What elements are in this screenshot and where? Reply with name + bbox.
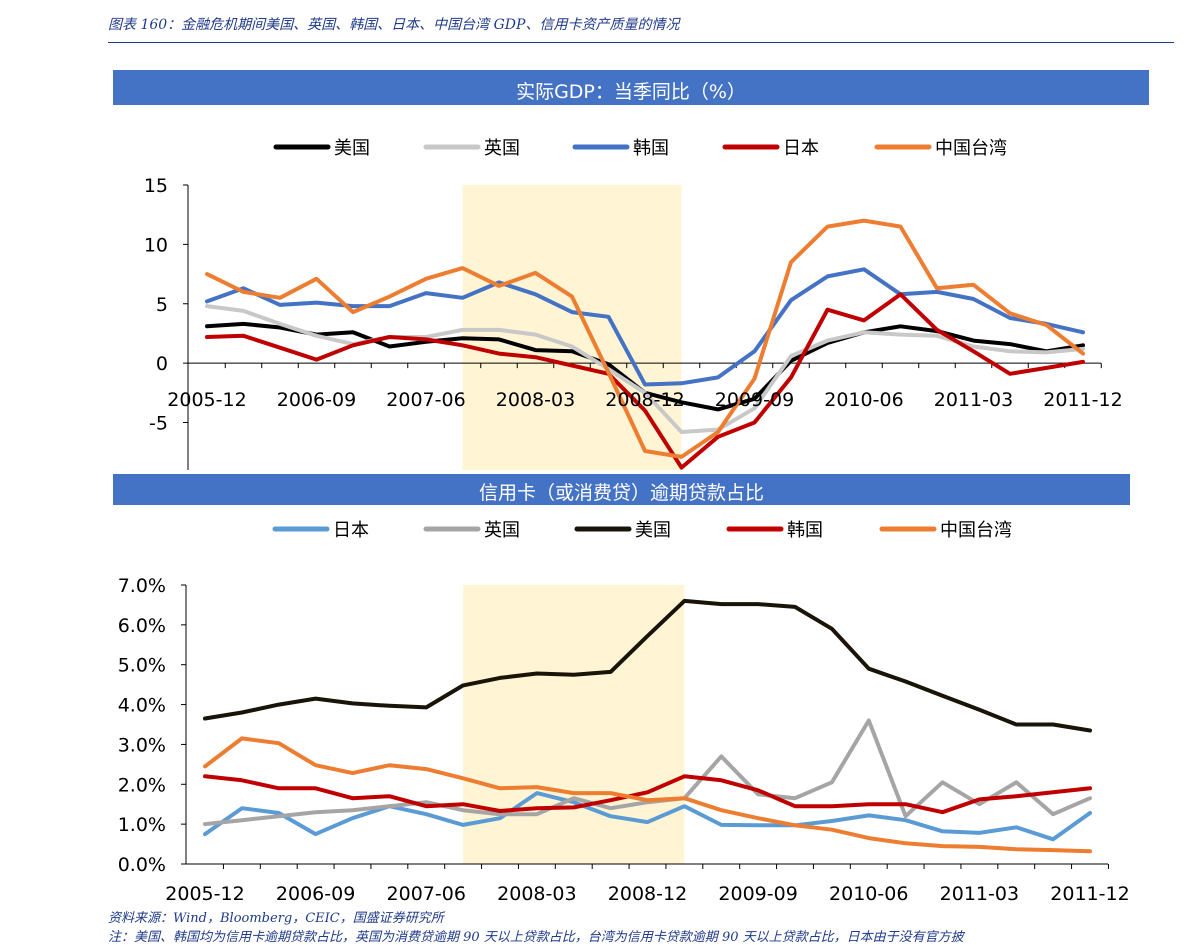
legend-label: 英国 <box>484 520 520 541</box>
footnote: 注：美国、韩国均为信用卡逾期贷款占比，英国为消费贷逾期 90 天以上贷款占比，台… <box>108 930 964 945</box>
x-tick-label: 2005-12 <box>167 389 246 411</box>
crisis-shaded-band <box>462 185 682 470</box>
series-line-0 <box>203 791 1092 842</box>
chart1-title-banner: 实际GDP：当季同比（%） <box>113 70 1149 105</box>
y-tick-label: 7.0% <box>118 575 166 597</box>
y-tick-label: -5 <box>149 413 168 435</box>
chart2-title-banner: 信用卡（或消费贷）逾期贷款占比 <box>113 474 1130 505</box>
legend-label: 韩国 <box>633 138 669 159</box>
x-tick-label: 2008-03 <box>496 389 575 411</box>
y-tick-label: 10 <box>144 234 168 256</box>
legend-label: 英国 <box>484 138 520 159</box>
x-tick-label: 2006-09 <box>277 389 356 411</box>
x-tick-label: 2011-12 <box>1050 883 1129 905</box>
y-tick-label: 5 <box>156 294 168 316</box>
title-rule <box>108 42 1174 43</box>
y-tick-label: 1.0% <box>118 814 166 836</box>
x-tick-label: 2005-12 <box>165 883 244 905</box>
series-line-4 <box>203 736 1092 854</box>
y-tick-label: 4.0% <box>118 695 166 717</box>
x-tick-label: 2006-09 <box>276 883 355 905</box>
legend-label: 日本 <box>333 520 369 541</box>
x-tick-label: 2009-09 <box>718 883 797 905</box>
legend-label: 中国台湾 <box>935 138 1007 159</box>
figure-title: 图表 160：金融危机期间美国、英国、韩国、日本、中国台湾 GDP、信用卡资产质… <box>108 17 680 33</box>
y-tick-label: 0 <box>156 353 168 375</box>
x-tick-label: 2008-12 <box>605 389 684 411</box>
x-tick-label: 2009-09 <box>715 389 794 411</box>
y-tick-label: 2.0% <box>118 774 166 796</box>
x-tick-label: 2008-03 <box>497 883 576 905</box>
x-tick-label: 2008-12 <box>608 883 687 905</box>
legend-label: 美国 <box>334 138 370 159</box>
y-tick-label: 6.0% <box>118 615 166 637</box>
x-tick-label: 2011-03 <box>940 883 1019 905</box>
source-note: 资料来源：Wind，Bloomberg，CEIC，国盛证券研究所 <box>108 911 444 926</box>
legend-label: 中国台湾 <box>940 520 1012 541</box>
legend-label: 日本 <box>783 138 819 159</box>
x-tick-label: 2007-06 <box>387 883 466 905</box>
series-line-3 <box>205 292 1085 470</box>
y-tick-label: 15 <box>144 175 168 197</box>
x-tick-label: 2011-03 <box>934 389 1013 411</box>
y-tick-label: 3.0% <box>118 734 166 756</box>
series-line-4 <box>205 218 1085 459</box>
legend-label: 韩国 <box>787 520 823 541</box>
series-line-3 <box>203 774 1092 815</box>
x-tick-label: 2007-06 <box>386 389 465 411</box>
delinquency-chart: 7.0% 6.0% 5.0% 4.0% 3.0% 2.0% 1.0% 0.0% 2005-12 2… <box>118 520 1130 905</box>
series-line-1 <box>203 718 1092 827</box>
x-tick-label: 2011-12 <box>1043 389 1122 411</box>
x-tick-label: 2010-06 <box>824 389 903 411</box>
y-tick-label: 5.0% <box>118 655 166 677</box>
legend-label: 美国 <box>635 520 671 541</box>
series-line-2 <box>203 598 1092 733</box>
series-line-2 <box>205 267 1085 387</box>
x-tick-label: 2010-06 <box>829 883 908 905</box>
y-tick-label: 0.0% <box>118 854 166 876</box>
